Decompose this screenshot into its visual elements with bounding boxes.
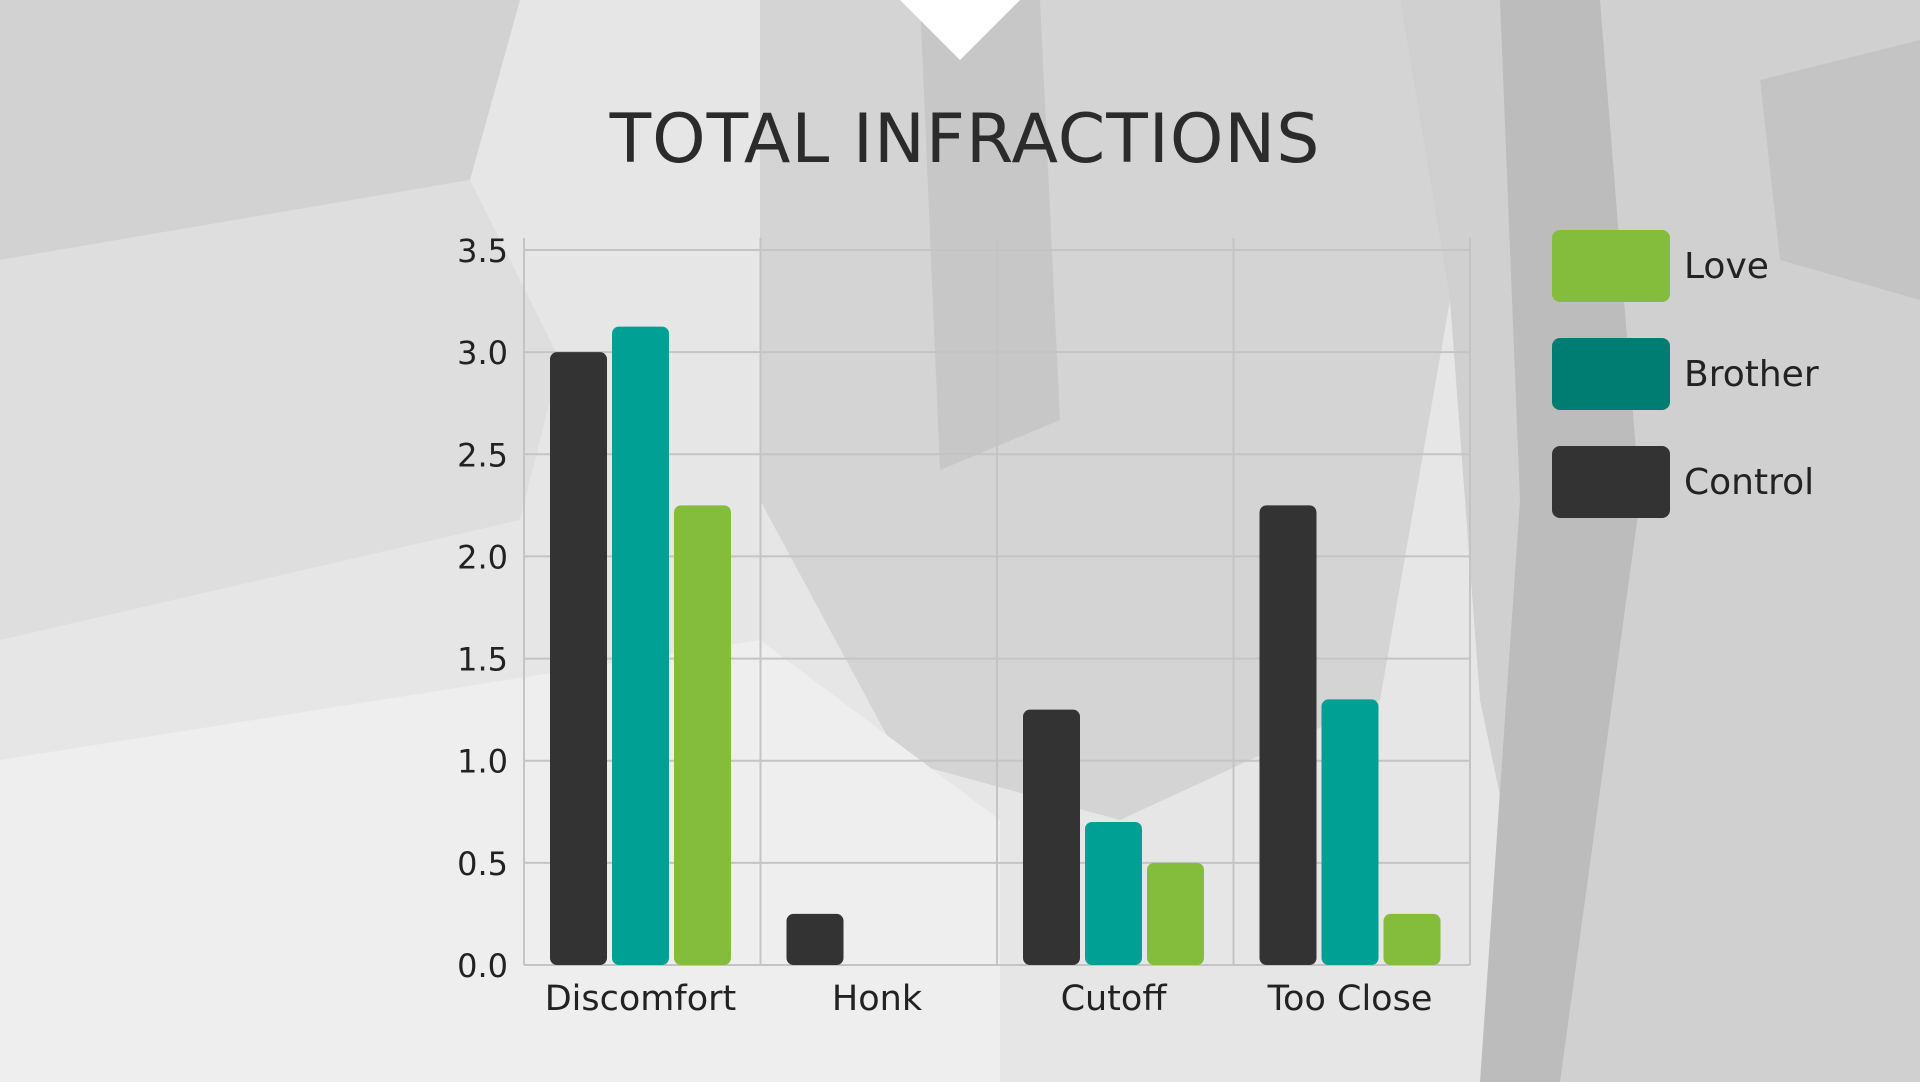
legend-label: Brother [1684,353,1819,395]
y-tick-label: 2.0 [457,538,508,576]
bar-control-cutoff [1023,709,1080,965]
legend-label: Control [1684,461,1815,503]
legend: Love Brother Control [1552,230,1819,554]
y-tick-label: 1.5 [457,641,508,679]
bar-love-too-close [1383,913,1441,965]
legend-item-love: Love [1552,230,1819,302]
bar-love-cutoff [1147,862,1204,965]
bar-brother-discomfort [612,326,669,965]
bar-control-discomfort [550,352,607,966]
bar-brother-too-close [1321,699,1379,965]
x-category-label: Honk [832,979,923,1019]
x-category-label: Too Close [1267,979,1433,1019]
x-category-label: Discomfort [545,979,737,1019]
bar-control-too-close [1259,505,1317,965]
legend-label: Love [1684,245,1769,287]
y-tick-label: 0.0 [457,947,508,985]
legend-swatch [1552,230,1670,302]
legend-item-brother: Brother [1552,338,1819,410]
y-tick-label: 3.0 [457,334,508,372]
legend-item-control: Control [1552,446,1819,518]
y-tick-label: 0.5 [457,845,508,883]
legend-swatch [1552,338,1670,410]
bar-brother-cutoff [1085,822,1142,965]
chart-title: TOTAL INFRACTIONS [609,100,1321,179]
y-axis-ticks: 0.0 0.5 1.0 1.5 2.0 2.5 3.0 3.5 [457,232,508,985]
x-axis-categories: Discomfort Honk Cutoff Too Close [545,979,1433,1019]
y-tick-label: 3.5 [457,232,508,270]
y-tick-label: 2.5 [457,436,508,474]
bars [550,326,1441,966]
y-tick-label: 1.0 [457,743,508,781]
bar-love-discomfort [674,505,731,965]
legend-swatch [1552,446,1670,518]
bar-control-honk [786,913,844,965]
x-category-label: Cutoff [1061,979,1168,1019]
